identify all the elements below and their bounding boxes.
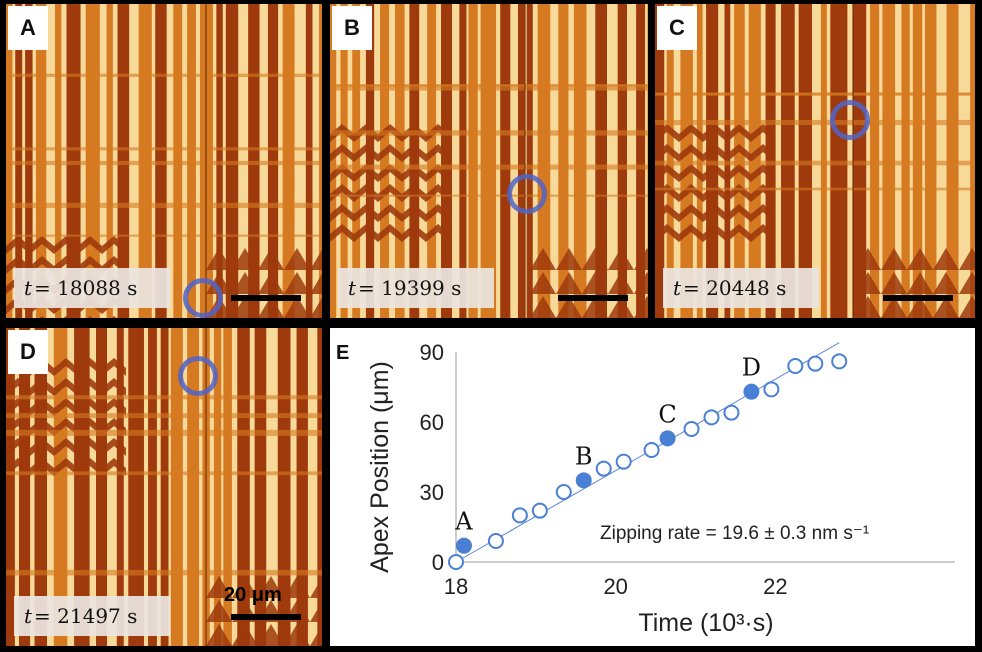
data-point-open [703,409,720,426]
time-symbol: t [673,276,682,300]
data-point-open [807,355,824,372]
afm-panel-d: D t = 21497 s 20 μm [6,328,322,646]
y-tick-label: 60 [420,410,444,435]
time-symbol: t [348,276,357,300]
afm-image-b [330,4,648,318]
y-tick-label: 0 [432,550,444,575]
afm-image-a [6,4,322,318]
x-tick-label: 22 [763,574,787,599]
time-label-c: t = 20448 s [663,268,819,308]
panel-letter-a: A [8,6,48,50]
afm-image-c [655,4,975,318]
time-symbol: t [24,276,33,300]
point-label: A [454,508,473,536]
apex-marker-circle [178,356,218,396]
time-value: = 21497 s [34,604,138,628]
time-label-b: t = 19399 s [338,268,494,308]
data-point-open [531,502,548,519]
panel-letter-e: E [336,342,350,364]
scale-label: 20 μm [224,584,282,606]
data-point-filled [743,383,760,400]
data-point-open [555,484,572,500]
time-value: = 18088 s [34,276,138,300]
afm-panel-b: B t = 19399 s [330,4,648,318]
data-point-open [511,507,528,524]
afm-panel-c: C t = 20448 s [655,4,975,318]
panel-letter-c: C [657,6,697,50]
data-point-open [643,442,660,458]
x-axis-label: Time (10³·s) [638,609,773,637]
data-point-open [831,353,848,370]
scale-bar [558,295,628,301]
scale-bar [231,295,301,301]
y-axis-label: Apex Position (μm) [366,361,394,573]
zipping-rate-annotation: Zipping rate = 19.6 ± 0.3 nm s⁻¹ [600,523,869,544]
data-point-open [487,533,504,549]
data-point-filled [659,430,676,447]
data-point-filled [575,472,592,489]
data-point-filled [455,537,472,554]
point-label: C [658,400,676,428]
data-point-open [615,453,632,470]
data-point-open [787,358,804,374]
afm-image-d [6,328,322,646]
apex-marker-circle [183,278,223,318]
time-value: = 19399 s [358,276,462,300]
point-label: D [742,354,761,382]
panel-letter-d: D [8,330,48,374]
panel-letter-b: B [332,6,372,50]
data-point-open [448,554,464,570]
afm-panel-a: A t = 18088 s [6,4,322,318]
apex-marker-circle [830,100,870,140]
chart-panel-e: E 0 30 60 90 18 20 22 A B C D Zipping rate = 19.… [330,328,975,646]
x-tick-label: 18 [444,574,468,599]
time-value: = 20448 s [683,276,787,300]
data-point-open [763,381,780,398]
y-tick-label: 90 [420,340,444,365]
time-label-d: t = 21497 s [14,596,170,636]
apex-marker-circle [507,174,547,214]
time-label-a: t = 18088 s [14,268,170,308]
time-symbol: t [24,604,33,628]
data-point-open [595,460,612,477]
apex-position-chart: 0 30 60 90 18 20 22 A B C D Zipping rate = 19.6 … [366,340,955,637]
scale-bar [231,614,301,620]
y-tick-label: 30 [420,480,444,505]
point-label: B [575,442,593,470]
data-point-open [683,421,700,437]
scale-bar [883,295,953,301]
x-tick-label: 20 [603,574,627,599]
data-point-open [723,404,740,421]
